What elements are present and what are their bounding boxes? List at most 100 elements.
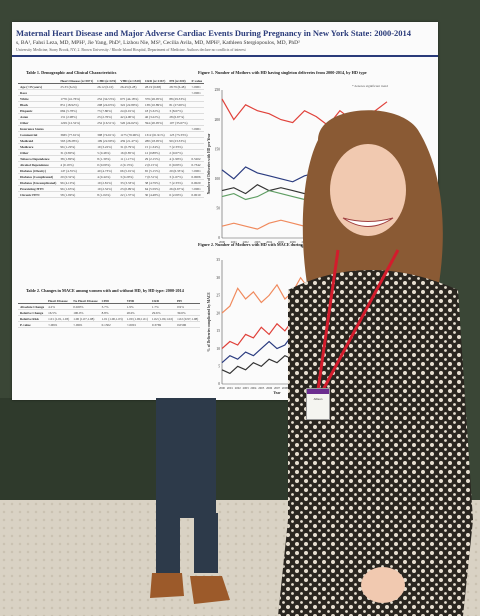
- table-row: Relative Change 16.5% 100.0% 8.8% 204% 29.6% 3…: [18, 309, 201, 316]
- table-row: Medicaid 563 (28.28%) 199 (22.99%) 459 (21.…: [18, 137, 205, 144]
- poster-authors: s, BA¹, Fahsi Leza, MD, MPH², Jie Yang, …: [16, 40, 300, 46]
- y-axis-label: % of Deliveries complicated by MACE: [207, 292, 211, 352]
- table-cell: [142, 125, 168, 132]
- table-cell: 16 (0.85%): [118, 149, 143, 156]
- table-cell: 4 (1.99%): [167, 155, 190, 162]
- x-tick-label: 2005: [258, 386, 265, 390]
- table-cell: <.0001: [189, 167, 205, 174]
- table-row: White 1776 (41.76%) 252 (34.53%) 675 (44.18…: [18, 95, 205, 102]
- table-cell: 138 (10.89%): [142, 101, 168, 108]
- table-cell: 22 (1.37%): [118, 191, 143, 198]
- table-row: Diabetes (Complicated) 20 (0.32%) 4 (0.44%…: [18, 173, 205, 180]
- table-cell: 24 (6.01%): [118, 107, 143, 114]
- table-cell: 398 (74.61%): [95, 131, 119, 138]
- x-tick-label: 2001: [231, 240, 238, 244]
- table-cell: 23 (2.76%): [95, 113, 119, 120]
- x-tick-label: 2007: [274, 386, 281, 390]
- table-cell: 65 (5.15%): [142, 167, 168, 174]
- table-header-cell: VHD (n=1528): [118, 78, 143, 84]
- table-cell: 20 (6.33%): [167, 167, 190, 174]
- table-cell: 0.1302: [99, 321, 125, 328]
- table-cell: 8 (1.04%): [95, 191, 119, 198]
- table-cell: 1229 (12.52%): [58, 119, 96, 126]
- table-cell: [189, 143, 205, 150]
- y-tick-label: 250: [215, 88, 221, 92]
- x-axis-label: Year: [273, 391, 281, 395]
- row-label: Diabetes (Obesity): [18, 167, 59, 174]
- x-tick-label: 2006: [266, 386, 273, 390]
- table-cell: 12 (0.88%): [142, 149, 168, 156]
- row-label: P-value: [18, 321, 47, 328]
- table-cell: 4 (0.44%): [95, 173, 119, 180]
- table-cell: 90 (23.33%): [167, 137, 190, 144]
- y-tick-label: 10: [216, 347, 220, 351]
- table-cell: 252 (16.51%): [95, 119, 119, 126]
- figure1-note: * denotes significant trend: [352, 84, 388, 88]
- table-cell: 23 (0.99%): [118, 185, 143, 192]
- table-cell: 46 (3.22%): [142, 113, 168, 120]
- badge-stripe: [307, 389, 329, 394]
- table-cell: 11 (1.17%): [118, 155, 143, 162]
- row-label: Alcohol Dependence: [18, 161, 59, 168]
- table-cell: 25.33 (6.24): [58, 83, 96, 90]
- y-tick-label: 25: [216, 294, 220, 298]
- table-cell: 1.02 (0.97,1.08): [175, 315, 201, 322]
- table-cell: 38 (4.79%): [142, 179, 168, 186]
- table-cell: [189, 107, 205, 114]
- y-axis-label: Number of Deliveries with HD per Year: [207, 133, 211, 194]
- table-cell: [118, 89, 143, 96]
- poster-title: Maternal Heart Disease and Major Adverse…: [16, 28, 412, 38]
- table-cell: 26 (6.67%): [167, 185, 190, 192]
- table-cell: 1.06 (1.07,1.08): [71, 315, 100, 322]
- table-cell: 7 (2.33%): [167, 179, 190, 186]
- table-row: Other 1229 (12.52%) 252 (16.51%) 526 (24.62…: [18, 119, 205, 126]
- table-cell: 2 (0.13%): [118, 161, 143, 168]
- table-cell: 18 (5.32%): [142, 107, 168, 114]
- table-cell: 20 (0.32%): [58, 173, 96, 180]
- table-cell: 459 (21.47%): [118, 137, 143, 144]
- table-cell: 1.7%: [149, 303, 176, 310]
- table1: Heart Disease (n=5871) CHD (n=676) VHD (n=…: [18, 78, 205, 198]
- table-cell: <.0001: [189, 185, 205, 192]
- table-cell: 322 (22.89%): [118, 101, 143, 108]
- table-row: Medicare 96 (1.29%) 19 (3.22%) 31 (0.79%) 15…: [18, 143, 205, 150]
- table-row: Other 31 (0.80%) 5 (0.46%) 16 (0.85%) 12 (0.…: [18, 149, 205, 156]
- table-header-cell: CRD: [149, 298, 176, 304]
- table-cell: 66 (5.01%): [118, 167, 143, 174]
- table-row: Asian 131 (2.98%) 23 (2.76%) 42 (4.00%) 46 (…: [18, 113, 205, 120]
- man-standing: [150, 398, 230, 604]
- table-cell: [167, 89, 190, 96]
- x-tick-label: 2008: [282, 386, 289, 390]
- row-label: Absolute Change: [18, 303, 47, 310]
- table-cell: 0.3769: [149, 321, 176, 328]
- table-header-cell: CHD (n=676): [95, 78, 119, 84]
- poster-board-panel: [0, 398, 300, 510]
- woman-presenter: [278, 110, 473, 616]
- table-cell: 123 (73.33%): [167, 131, 190, 138]
- table-cell: [58, 89, 96, 96]
- table-cell: 4 (0.19%): [58, 161, 96, 168]
- table-cell: 7 (0.51%): [142, 173, 168, 180]
- table-header-cell: CRD (n=1367): [142, 78, 168, 84]
- x-tick-label: 2001: [227, 386, 234, 390]
- table-cell: 96 (1.29%): [58, 143, 96, 150]
- table-cell: 19 (2.81%): [95, 179, 119, 186]
- table-cell: 1175 (76.96%): [118, 131, 143, 138]
- table-cell: [189, 149, 205, 156]
- table-cell: 30 (4.48%): [142, 191, 168, 198]
- table-cell: 64 (5.59%): [142, 185, 168, 192]
- row-label: Hispanic: [18, 107, 59, 114]
- table-header-cell: CHD: [99, 298, 125, 304]
- row-label: Race: [18, 89, 59, 96]
- table-cell: [58, 125, 96, 132]
- table-cell: <.0001: [124, 321, 150, 328]
- table-cell: 31 (0.79%): [118, 143, 143, 150]
- x-tick-label: 2003: [254, 240, 261, 244]
- table-cell: [189, 119, 205, 126]
- table-cell: 199 (22.99%): [95, 137, 119, 144]
- table-cell: [95, 125, 119, 132]
- table-cell: 379 (26.95%): [142, 95, 168, 102]
- table-cell: <.0001: [46, 321, 72, 328]
- table-row: Tobacco Dependence 38 (1.89%) 8 (1.30%) 11 …: [18, 155, 205, 162]
- table-cell: 0 (0.00%): [95, 161, 119, 168]
